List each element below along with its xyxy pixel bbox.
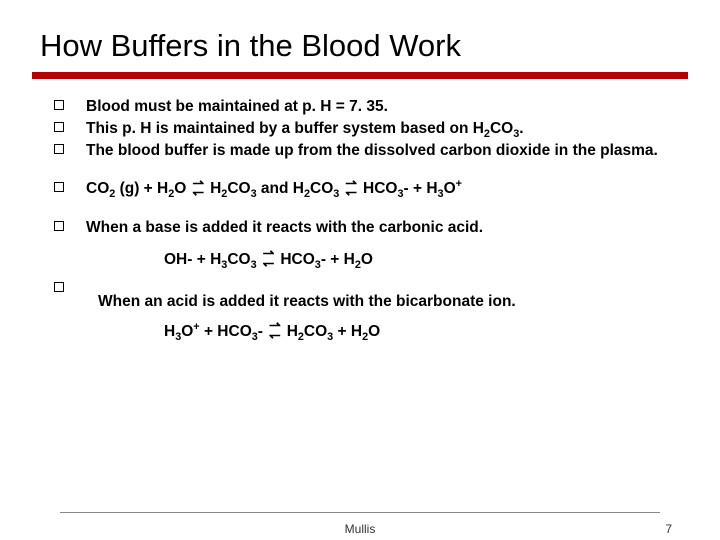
equation-line: OH- + H3CO3 ⇀↽ HCO3- + H2O [54,250,680,270]
bullet-item: When a base is added it reacts with the … [54,218,680,238]
text-frag: + H [333,323,362,340]
text-frag: - + H [321,251,355,268]
text-frag: CO [227,251,250,268]
bullet-text: When an acid is added it reacts with the… [54,292,680,312]
text-frag: + HCO [200,323,252,340]
text-frag: HCO [280,251,314,268]
text-frag: OH- + H [164,251,221,268]
equation-line: CO2 (g) + H2O ⇀↽ H2CO3 and H2CO3 ⇀↽ HCO3… [86,179,462,199]
text-frag: HCO [363,180,397,197]
bullet-item: The blood buffer is made up from the dis… [54,141,680,161]
slide-container: How Buffers in the Blood Work Blood must… [0,0,720,540]
text-frag: O [361,251,373,268]
equilibrium-arrow-icon: ⇀↽ [345,179,357,199]
text-frag: CO [227,180,250,197]
text-frag: CO [310,180,333,197]
title-underline [32,72,688,79]
bullet-text: Blood must be maintained at p. H = 7. 35… [86,97,388,117]
text-frag: (g) + H [115,180,168,197]
text-frag: - + H [404,180,438,197]
text-frag: H [287,323,298,340]
bullet-text: When a base is added it reacts with the … [86,218,483,238]
equilibrium-arrow-icon: ⇀↽ [269,321,281,341]
text-frag: This p. H is maintained by a buffer syst… [86,120,484,137]
bullet-marker [54,221,64,231]
text-frag: O [181,323,193,340]
footer-divider [60,512,660,513]
text-frag: H [210,180,221,197]
bullet-text: This p. H is maintained by a buffer syst… [86,119,524,139]
bullet-item [54,279,680,292]
bullet-marker [54,100,64,110]
bullet-marker [54,182,64,192]
text-frag: . [519,120,523,137]
text-frag: H [164,323,175,340]
bullet-text: The blood buffer is made up from the dis… [86,141,658,161]
text-frag: O [444,180,456,197]
equation-line: H3O+ + HCO3- ⇀↽ H2CO3 + H2O [54,322,680,342]
text-frag: O [368,323,380,340]
bullet-marker [54,282,64,292]
bullet-item: Blood must be maintained at p. H = 7. 35… [54,97,680,117]
slide-title: How Buffers in the Blood Work [40,28,680,64]
footer-page-number: 7 [665,522,672,536]
bullet-marker [54,144,64,154]
text-frag: CO [304,323,327,340]
bullet-marker [54,122,64,132]
slide-body: Blood must be maintained at p. H = 7. 35… [40,97,680,342]
bullet-item: This p. H is maintained by a buffer syst… [54,119,680,139]
text-frag: CO [86,180,109,197]
text-frag: and H [257,180,304,197]
text-frag: O [174,180,186,197]
text-frag: - [258,323,263,340]
equilibrium-arrow-icon: ⇀↽ [192,179,204,199]
text-frag: CO [490,120,513,137]
footer-author: Mullis [345,522,376,536]
equilibrium-arrow-icon: ⇀↽ [263,249,275,269]
bullet-item: CO2 (g) + H2O ⇀↽ H2CO3 and H2CO3 ⇀↽ HCO3… [54,179,680,199]
